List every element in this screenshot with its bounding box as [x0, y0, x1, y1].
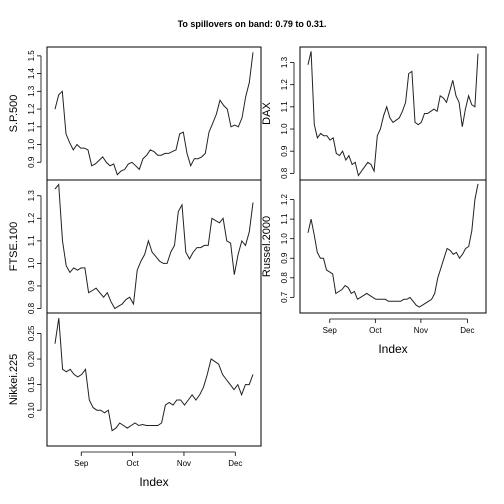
x-tick-label: Sep [74, 459, 89, 468]
y-tick-label: 1.4 [27, 67, 36, 79]
x-tick-label: Dec [460, 326, 474, 335]
y-tick-label: 0.15 [27, 376, 36, 392]
y-tick-label: 1.2 [27, 212, 36, 224]
y-tick-label: 1.3 [280, 56, 289, 68]
y-tick-label: 0.10 [27, 402, 36, 418]
y-tick-label: 1.0 [280, 123, 289, 135]
y-tick-label: 1.1 [27, 235, 36, 247]
y-tick-label: 0.9 [280, 145, 289, 157]
y-tick-label: 0.9 [280, 252, 289, 264]
plot-frame [299, 179, 487, 314]
y-tick-label: 1.1 [280, 101, 289, 113]
y-tick-label: 1.0 [27, 257, 36, 269]
panel-1: 0.9 1.0 1.1 1.2 1.3 1.4 1.5 S.P.500 [8, 46, 262, 181]
y-tick-label: 1.0 [280, 233, 289, 245]
y-tick-label: 0.8 [280, 272, 289, 284]
y-tick-label: 0.7 [280, 291, 289, 303]
panel-2: 0.8 0.9 1.0 1.1 1.2 1.3 FTSE.100 [8, 179, 262, 314]
series-line-DAX [307, 51, 479, 177]
x-tick-label: Sep [323, 326, 338, 335]
x-tick-label: Oct [369, 326, 382, 335]
x-tick-label: Oct [126, 459, 139, 468]
series-line-FTSE.100 [54, 183, 254, 310]
y-axis-label: Russel.2000 [261, 216, 273, 277]
y-tick-label: 1.2 [280, 193, 289, 205]
y-tick-label: 1.1 [27, 121, 36, 133]
y-tick-label: 0.20 [27, 351, 36, 367]
x-tick-label: Nov [414, 326, 428, 335]
y-tick-label: 0.9 [27, 280, 36, 292]
y-tick-label: 1.0 [27, 138, 36, 150]
panel-3: 0.10 0.15 0.20 0.25 Nikkei.225 Sep Oct Nov Dec In… [8, 312, 262, 489]
series-line-Nikkei.225 [54, 318, 254, 432]
x-axis-label: Index [139, 475, 168, 489]
chart-title: To spillovers on band: 0.79 to 0.31. [178, 19, 327, 29]
chart-panels: 0.9 1.0 1.1 1.2 1.3 1.4 1.5 S.P.500 0.8 0.9 1.0 1.1… [8, 46, 487, 489]
y-tick-label: 1.3 [27, 85, 36, 97]
series-line-Russel.2000 [307, 183, 479, 308]
plot-frame [299, 46, 487, 181]
y-tick-label: 1.5 [27, 50, 36, 62]
y-tick-label: 0.8 [27, 302, 36, 314]
y-axis-label: Nikkei.225 [8, 354, 20, 405]
y-tick-label: 1.3 [27, 190, 36, 202]
panel-4: 0.8 0.9 1.0 1.1 1.2 1.3 DAX [261, 46, 487, 181]
y-tick-label: 0.8 [280, 167, 289, 179]
y-axis-label: FTSE.100 [8, 222, 20, 272]
plot-frame [46, 46, 262, 181]
plot-frame [46, 179, 262, 314]
x-tick-label: Dec [228, 459, 242, 468]
y-axis-label: DAX [261, 102, 273, 125]
y-axis-label: S.P.500 [8, 95, 20, 133]
y-tick-label: 1.2 [280, 79, 289, 91]
y-tick-label: 1.1 [280, 213, 289, 225]
y-tick-label: 0.9 [27, 156, 36, 168]
x-tick-label: Nov [177, 459, 191, 468]
x-axis-label: Index [378, 342, 407, 356]
y-tick-label: 0.25 [27, 325, 36, 341]
plot-frame [46, 312, 262, 447]
series-line-S.P.500 [54, 52, 254, 176]
panel-5: 0.7 0.8 0.9 1.0 1.1 1.2 Russel.2000 Sep Oct Nov De… [261, 179, 487, 356]
y-tick-label: 1.2 [27, 103, 36, 115]
